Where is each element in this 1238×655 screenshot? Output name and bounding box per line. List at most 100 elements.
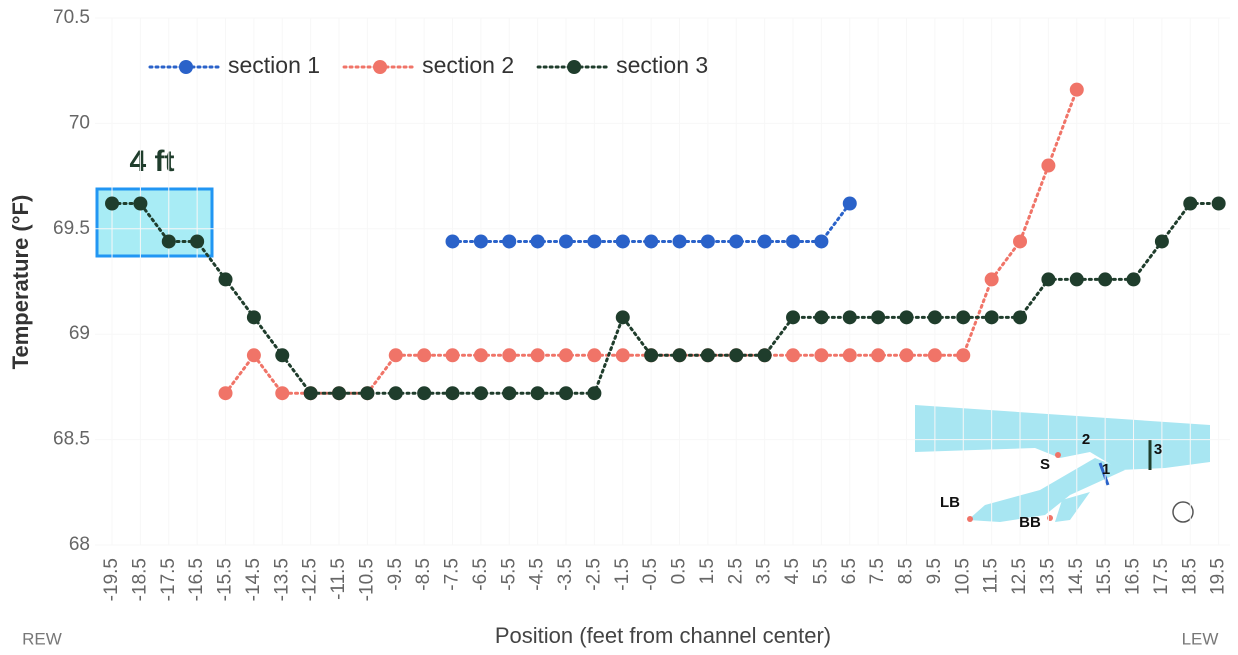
x-tick-label: -5.5: [498, 558, 519, 591]
x-tick-label: 9.5: [924, 558, 945, 584]
data-point: [133, 196, 148, 211]
y-tick-label: 68.5: [53, 429, 90, 450]
inset-label: LB: [940, 494, 960, 511]
data-point: [587, 348, 602, 363]
left-label: REW: [22, 629, 62, 648]
data-point: [644, 234, 659, 249]
y-tick-label: 68: [69, 534, 90, 555]
data-point: [1069, 82, 1084, 97]
x-tick-label: -9.5: [385, 558, 406, 591]
x-tick-label: -14.5: [243, 558, 264, 601]
data-point: [956, 310, 971, 325]
x-tick-label: -16.5: [186, 558, 207, 601]
x-tick-label: -7.5: [442, 558, 463, 591]
inset-map: [915, 405, 1210, 523]
data-point: [1041, 272, 1056, 287]
inset-channel: [1055, 492, 1090, 522]
data-point: [615, 234, 630, 249]
data-point: [1069, 272, 1084, 287]
data-point: [1211, 196, 1226, 211]
data-point: [473, 386, 488, 401]
series-line: [110, 202, 1221, 395]
inset-compass: [1172, 501, 1194, 523]
x-tick-label: 12.5: [1009, 558, 1030, 595]
data-point: [757, 348, 772, 363]
inset-label: BB: [1019, 514, 1041, 531]
x-tick-label: 0.5: [669, 558, 690, 584]
x-tick-label: -18.5: [129, 558, 150, 601]
x-tick-label: -4.5: [527, 558, 548, 591]
data-point: [587, 386, 602, 401]
data-point: [814, 310, 829, 325]
data-point: [417, 386, 432, 401]
data-point: [161, 234, 176, 249]
data-point: [842, 196, 857, 211]
data-point: [388, 348, 403, 363]
x-tick-label: -0.5: [640, 558, 661, 591]
data-point: [672, 348, 687, 363]
data-point: [246, 348, 261, 363]
data-point: [984, 272, 999, 287]
x-tick-label: -6.5: [470, 558, 491, 591]
data-point: [1126, 272, 1141, 287]
x-tick-label: 16.5: [1123, 558, 1144, 595]
data-point: [644, 348, 659, 363]
right-label: LEW: [1182, 629, 1219, 648]
x-tick-label: 2.5: [725, 558, 746, 584]
x-tick-label: -19.5: [101, 558, 122, 601]
y-tick-label: 69.5: [53, 218, 90, 239]
data-point: [417, 348, 432, 363]
x-tick-label: 5.5: [810, 558, 831, 584]
x-tick-label: -13.5: [271, 558, 292, 601]
legend-label: section 2: [422, 52, 514, 78]
data-point: [842, 348, 857, 363]
data-point: [530, 234, 545, 249]
x-tick-label: -15.5: [215, 558, 236, 601]
data-point: [275, 348, 290, 363]
data-point: [956, 348, 971, 363]
data-point: [360, 386, 375, 401]
x-tick-label: 3.5: [754, 558, 775, 584]
inset-label: 3: [1154, 441, 1162, 458]
x-tick-label: 8.5: [896, 558, 917, 584]
data-point: [530, 348, 545, 363]
data-point: [899, 310, 914, 325]
x-tick-label: 18.5: [1179, 558, 1200, 595]
data-point: [871, 348, 886, 363]
x-tick-label: 19.5: [1208, 558, 1229, 595]
data-point: [1013, 234, 1028, 249]
legend-label: section 1: [228, 52, 320, 78]
data-point: [871, 310, 886, 325]
legend-marker: [373, 60, 388, 74]
data-point: [303, 386, 318, 401]
x-tick-label: 11.5: [981, 558, 1002, 594]
data-point: [700, 348, 715, 363]
data-point: [502, 348, 517, 363]
data-point: [388, 386, 403, 401]
data-point: [246, 310, 261, 325]
data-point: [899, 348, 914, 363]
legend-label: section 3: [616, 52, 708, 78]
data-point: [729, 348, 744, 363]
x-tick-label: -1.5: [612, 558, 633, 591]
data-point: [218, 272, 233, 287]
x-tick-label: -2.5: [583, 558, 604, 591]
x-tick-label: 13.5: [1037, 558, 1058, 595]
x-tick-label: -3.5: [555, 558, 576, 591]
data-point: [445, 234, 460, 249]
data-point: [814, 234, 829, 249]
inset-label: S: [1040, 456, 1050, 473]
x-tick-label: 15.5: [1094, 558, 1115, 595]
data-point: [559, 348, 574, 363]
y-tick-label: 70.5: [53, 7, 90, 28]
data-point: [984, 310, 999, 325]
data-point: [445, 386, 460, 401]
inset-label: 2: [1082, 431, 1090, 448]
x-tick-label: -8.5: [413, 558, 434, 591]
data-point: [218, 386, 233, 401]
data-point: [473, 234, 488, 249]
legend-marker: [567, 60, 582, 74]
data-point: [757, 234, 772, 249]
x-tick-label: 1.5: [697, 558, 718, 584]
x-axis-title: Position (feet from channel center): [495, 623, 831, 648]
